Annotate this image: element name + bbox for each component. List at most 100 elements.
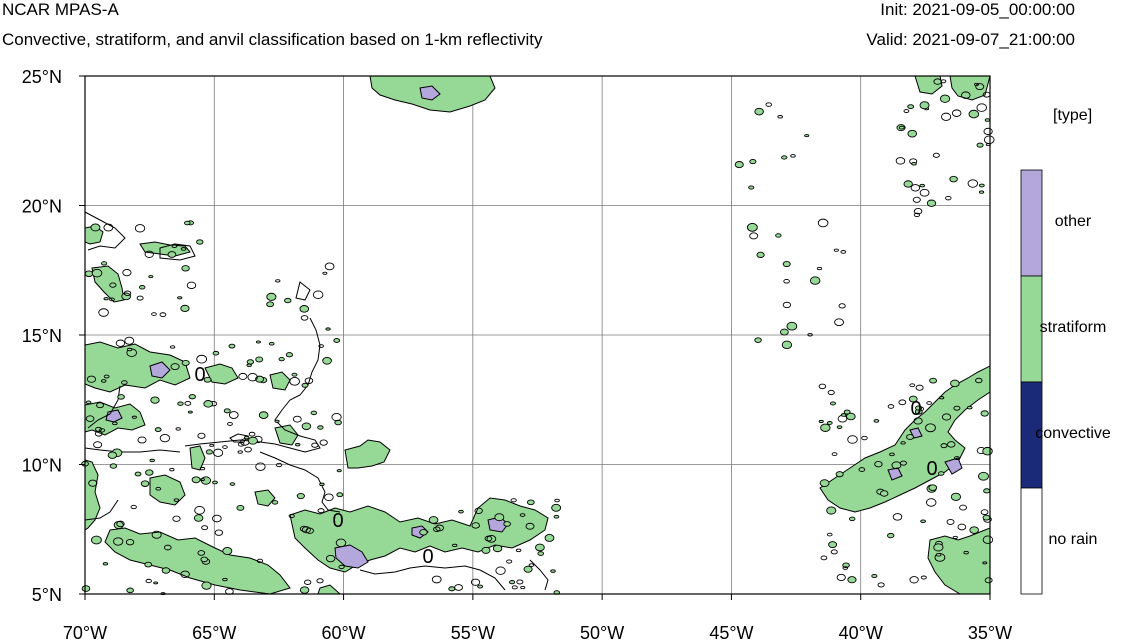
precip-cell: [978, 190, 985, 194]
precip-cell: [318, 344, 325, 348]
precip-cell: [212, 448, 224, 457]
precip-cell: [861, 435, 868, 441]
precip-cell: [289, 377, 300, 386]
precip-cell: [113, 521, 124, 530]
precip-cell: [954, 456, 960, 460]
precip-cell: [200, 556, 209, 563]
lon-tick-label: 40°W: [839, 623, 883, 641]
precip-cell: [969, 526, 979, 534]
precip-cell: [331, 413, 342, 422]
precip-cell: [520, 586, 526, 590]
precip-cell: [976, 103, 987, 112]
precip-cell: [236, 504, 245, 511]
lon-tick-label: 60°W: [321, 623, 365, 641]
precip-cell: [858, 467, 866, 472]
precip-areas: [85, 76, 990, 594]
precip-cell: [151, 312, 157, 316]
precip-cell: [312, 290, 324, 299]
precip-cell: [871, 573, 878, 579]
precip-cell: [940, 443, 948, 449]
precip-cell: [932, 152, 940, 158]
precip-cell: [333, 338, 341, 343]
other-area: [149, 361, 171, 379]
precip-cell: [877, 582, 885, 588]
precip-cell: [983, 135, 995, 145]
precip-cell: [492, 544, 503, 553]
precip-cell: [830, 549, 838, 555]
precip-cell: [203, 400, 213, 408]
precip-cell: [325, 554, 336, 563]
precip-cell: [100, 261, 108, 266]
precip-cell: [920, 575, 927, 580]
precip-cell: [91, 268, 103, 278]
precip-cell: [949, 175, 958, 183]
precip-cell: [980, 509, 989, 516]
precip-cell: [203, 376, 212, 383]
precip-cell: [458, 509, 464, 514]
precip-cell: [431, 575, 442, 584]
precip-cell: [915, 384, 924, 391]
precip-cell: [933, 78, 942, 85]
precip-cell: [826, 532, 833, 537]
precip-cell: [144, 561, 153, 568]
precip-cell: [929, 377, 937, 384]
valid-time: Valid: 2021-09-07_21:00:00: [866, 30, 1075, 49]
stratiform-area: [104, 527, 291, 594]
precip-cell: [933, 543, 944, 552]
precip-cell: [316, 578, 324, 584]
precip-cell: [967, 179, 979, 188]
precip-cell: [831, 452, 838, 457]
precip-cell: [149, 458, 155, 463]
stratiform-area: [85, 459, 101, 531]
precip-cell: [186, 281, 197, 290]
precip-cell: [519, 513, 526, 517]
precip-cell: [847, 435, 858, 444]
precip-cell: [212, 514, 222, 523]
precip-cell: [175, 427, 181, 431]
precip-cell: [317, 508, 325, 514]
precip-cell: [299, 305, 310, 313]
precip-cell: [237, 442, 245, 447]
precip-cell: [86, 375, 97, 383]
precip-cell: [928, 484, 938, 491]
legend-title: [type]: [1053, 107, 1093, 124]
precip-cell: [790, 154, 796, 158]
precip-cell: [255, 356, 264, 363]
precip-cell: [910, 184, 921, 192]
precip-cell: [151, 530, 162, 539]
precip-cell: [177, 401, 184, 406]
precip-cell: [820, 423, 831, 432]
precip-cell: [984, 118, 991, 122]
precip-cell: [523, 565, 533, 573]
precip-cell: [197, 550, 206, 556]
precip-cell: [338, 564, 345, 570]
precip-cell: [153, 581, 159, 585]
precip-cell: [746, 222, 758, 232]
precip-cell: [786, 321, 798, 331]
precip-cell: [299, 586, 310, 594]
precip-cell: [879, 490, 889, 497]
precip-cell: [222, 445, 228, 449]
precip-cell: [963, 550, 969, 555]
stratiform-area: [317, 584, 341, 594]
precip-cell: [131, 415, 137, 419]
precip-cell: [247, 373, 258, 382]
precip-cell: [93, 441, 103, 449]
contour-label: 0: [194, 364, 205, 386]
precip-cell: [274, 419, 280, 423]
precip-cell: [550, 569, 556, 573]
precip-cell: [205, 449, 213, 455]
precip-cell: [167, 251, 177, 258]
precip-cell: [448, 586, 456, 592]
precip-cell: [898, 125, 905, 130]
precip-cell: [976, 142, 984, 148]
precip-cell: [889, 452, 895, 457]
precip-cell: [247, 436, 258, 445]
precip-cell: [191, 476, 201, 484]
precip-cell: [134, 224, 146, 233]
precip-cell: [474, 507, 483, 514]
precip-cell: [484, 535, 493, 542]
precip-cell: [749, 159, 757, 165]
precip-cell: [919, 188, 930, 197]
precip-cell: [516, 579, 524, 585]
